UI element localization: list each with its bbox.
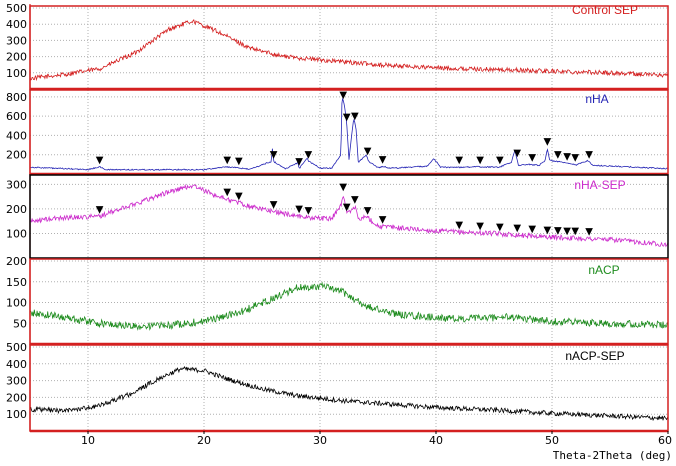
peak-marker: ▼	[364, 205, 372, 216]
y-tick-label: 300	[6, 178, 27, 191]
peak-marker: ▼	[513, 223, 521, 234]
peak-marker: ▼	[351, 111, 359, 122]
panel-3: 50 100 150 200 nACP	[6, 255, 669, 346]
y-tick-label: 100	[6, 67, 27, 80]
panel-border-0	[29, 5, 669, 90]
peak-marker: ▼	[563, 151, 571, 162]
peak-marker: ▼	[305, 206, 313, 217]
peak-marker: ▼	[235, 191, 243, 202]
y-tick-label: 100	[6, 408, 27, 421]
series-line-nha	[29, 98, 669, 171]
peak-marker: ▼	[295, 204, 303, 215]
peak-marker: ▼	[476, 221, 484, 232]
y-tick-label: 400	[6, 358, 27, 371]
panel-4: 100 200 300 400 500 nACP-SEP	[6, 341, 669, 433]
x-tick-label: 20	[197, 434, 211, 447]
peak-marker: ▼	[476, 155, 484, 166]
y-tick-label: 200	[6, 255, 27, 268]
peak-marker: ▼	[585, 227, 593, 238]
x-tick-label: 60	[658, 434, 672, 447]
peak-marker: ▼	[223, 155, 231, 166]
peak-marker: ▼	[554, 149, 562, 160]
peak-marker: ▼	[339, 182, 347, 193]
peak-marker: ▼	[351, 194, 359, 205]
peak-marker: ▼	[96, 155, 104, 166]
y-tick-label: 200	[6, 149, 27, 162]
panel-border-2	[29, 174, 669, 259]
y-tick-label: 600	[6, 110, 27, 123]
peak-marker: ▼	[295, 157, 303, 168]
x-tick-label: 30	[313, 434, 327, 447]
peak-marker: ▼	[544, 225, 552, 236]
peak-marker: ▼	[528, 224, 536, 235]
y-tick-label: 150	[6, 276, 27, 289]
y-tick-label: 100	[6, 227, 27, 240]
series-label: nACP-SEP	[565, 349, 624, 363]
peak-marker: ▼	[339, 90, 347, 101]
peak-marker: ▼	[270, 199, 278, 210]
peak-marker: ▼	[496, 222, 504, 233]
panel-0: 100 200 300 400 500 Control SEP	[6, 2, 669, 91]
peak-marker: ▼	[305, 149, 313, 160]
peak-marker: ▼	[563, 226, 571, 237]
peak-marker: ▼	[364, 146, 372, 157]
x-axis: 10 20 30 40 50 60	[81, 431, 672, 447]
y-tick-label: 800	[6, 91, 27, 104]
peak-marker: ▼	[343, 202, 351, 213]
series-line-nacp	[29, 281, 669, 331]
peak-marker: ▼	[96, 204, 104, 215]
peak-marker: ▼	[585, 150, 593, 161]
x-tick-label: 50	[545, 434, 559, 447]
peak-marker: ▼	[571, 226, 579, 237]
y-tick-label: 500	[6, 341, 27, 354]
peak-marker: ▼	[379, 214, 387, 225]
x-tick-label: 40	[429, 434, 443, 447]
series-label: nHA	[585, 92, 608, 106]
series-line-nacp-sep	[29, 366, 669, 422]
peak-marker: ▼	[544, 136, 552, 147]
x-axis-label: Theta-2Theta (deg)	[553, 449, 672, 462]
y-tick-label: 500	[6, 2, 27, 15]
y-tick-label: 50	[13, 317, 27, 330]
peak-marker: ▼	[223, 187, 231, 198]
peak-marker: ▼	[343, 112, 351, 123]
series-label: Control SEP	[572, 3, 638, 17]
y-tick-label: 200	[6, 203, 27, 216]
series-label: nHA-SEP	[574, 178, 625, 192]
y-tick-label: 400	[6, 129, 27, 142]
series-line-nha-sep	[29, 183, 669, 248]
peak-marker: ▼	[455, 220, 463, 231]
peak-marker: ▼	[496, 155, 504, 166]
y-tick-label: 300	[6, 34, 27, 47]
y-tick-label: 100	[6, 297, 27, 310]
y-tick-label: 200	[6, 51, 27, 64]
peak-marker: ▼	[571, 153, 579, 164]
peak-marker: ▼	[235, 156, 243, 167]
y-tick-label: 200	[6, 391, 27, 404]
panel-border-3	[29, 258, 669, 345]
series-line-control-sep	[29, 18, 669, 82]
peak-marker: ▼	[270, 149, 278, 160]
peak-marker: ▼	[513, 148, 521, 159]
peak-marker: ▼	[379, 155, 387, 166]
series-label: nACP	[588, 263, 619, 277]
peak-marker: ▼	[554, 225, 562, 236]
y-tick-label: 300	[6, 375, 27, 388]
x-tick-label: 10	[81, 434, 95, 447]
peak-marker: ▼	[455, 155, 463, 166]
peak-marker: ▼	[528, 153, 536, 164]
y-tick-label: 400	[6, 18, 27, 31]
